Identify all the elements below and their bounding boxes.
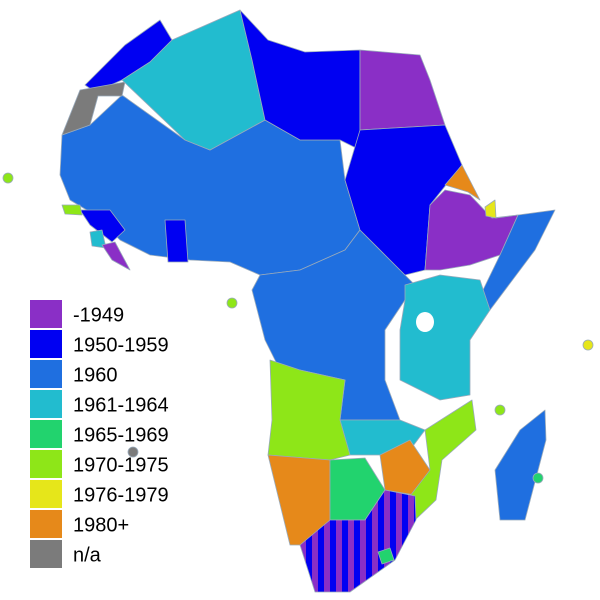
- legend-swatch: [30, 420, 62, 448]
- st-helena: [127, 446, 139, 458]
- legend-label: n/a: [73, 544, 102, 566]
- lake-victoria: [416, 312, 434, 332]
- legend-label: 1961-1964: [73, 394, 169, 416]
- legend-swatch: [30, 540, 62, 568]
- legend-label: 1976-1979: [73, 484, 169, 506]
- legend-swatch: [30, 300, 62, 328]
- eritrea: [444, 164, 481, 201]
- guinea: [79, 209, 126, 243]
- legend-swatch: [30, 450, 62, 478]
- east-africa: [399, 274, 491, 401]
- seychelles: [582, 339, 594, 351]
- legend-label: 1960: [73, 364, 118, 386]
- legend: -1949 1950-1959 1960 1961-1964 1965-1969 1970…: [30, 300, 169, 568]
- western-sahara: [61, 81, 126, 136]
- countries: [2, 9, 594, 593]
- legend-label: 1980+: [73, 514, 129, 536]
- south-africa: [299, 489, 417, 593]
- ghana: [164, 219, 189, 263]
- sao-tome: [226, 297, 238, 309]
- lesotho: [377, 547, 395, 565]
- legend-label: -1949: [73, 304, 124, 326]
- legend-swatch: [30, 330, 62, 358]
- legend-swatch: [30, 390, 62, 418]
- egypt: [359, 49, 446, 131]
- libya: [239, 9, 361, 151]
- comoros: [494, 404, 506, 416]
- cape-verde: [2, 172, 14, 184]
- legend-label: 1965-1969: [73, 424, 169, 446]
- legend-label: 1950-1959: [73, 334, 169, 356]
- legend-swatch: [30, 360, 62, 388]
- mozambique: [409, 399, 477, 521]
- legend-label: 1970-1975: [73, 454, 169, 476]
- madagascar: [494, 409, 547, 521]
- mauritius: [532, 472, 544, 484]
- legend-swatch: [30, 510, 62, 538]
- legend-swatch: [30, 480, 62, 508]
- angola: [267, 359, 351, 461]
- liberia: [101, 241, 131, 271]
- djibouti: [484, 199, 497, 219]
- guinea-bissau: [61, 204, 83, 216]
